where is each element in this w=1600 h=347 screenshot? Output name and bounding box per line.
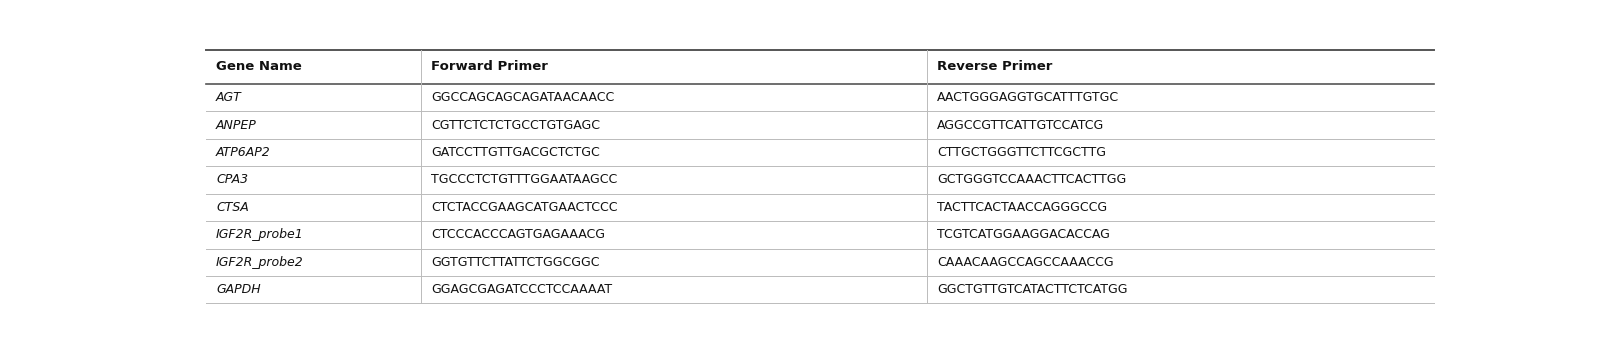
Text: AGGCCGTTCATTGTCCATCG: AGGCCGTTCATTGTCCATCG — [938, 119, 1104, 132]
Text: AACTGGGAGGTGCATTTGTGC: AACTGGGAGGTGCATTTGTGC — [938, 91, 1120, 104]
Text: IGF2R_probe2: IGF2R_probe2 — [216, 256, 304, 269]
Text: GGAGCGAGATCCCTCCAAAAT: GGAGCGAGATCCCTCCAAAAT — [430, 283, 613, 296]
Text: TGCCCTCTGTTTGGAATAAGCC: TGCCCTCTGTTTGGAATAAGCC — [430, 174, 618, 186]
Text: TCGTCATGGAAGGACACCAG: TCGTCATGGAAGGACACCAG — [938, 228, 1110, 242]
Text: CGTTCTCTCTGCCTGTGAGC: CGTTCTCTCTGCCTGTGAGC — [430, 119, 600, 132]
Text: CTSA: CTSA — [216, 201, 250, 214]
Text: ANPEP: ANPEP — [216, 119, 258, 132]
Text: GGCCAGCAGCAGATAACAACC: GGCCAGCAGCAGATAACAACC — [430, 91, 614, 104]
Text: Forward Primer: Forward Primer — [430, 60, 547, 73]
Text: Reverse Primer: Reverse Primer — [938, 60, 1053, 73]
Text: GGTGTTCTTATTCTGGCGGC: GGTGTTCTTATTCTGGCGGC — [430, 256, 600, 269]
Text: GGCTGTTGTCATACTTCTCATGG: GGCTGTTGTCATACTTCTCATGG — [938, 283, 1128, 296]
Text: CTCTACCGAAGCATGAACTCCC: CTCTACCGAAGCATGAACTCCC — [430, 201, 618, 214]
Text: IGF2R_probe1: IGF2R_probe1 — [216, 228, 304, 242]
Text: CPA3: CPA3 — [216, 174, 248, 186]
Text: TACTTCACTAACCAGGGCCG: TACTTCACTAACCAGGGCCG — [938, 201, 1107, 214]
Text: AGT: AGT — [216, 91, 242, 104]
Text: CTCCCACCCAGTGAGAAACG: CTCCCACCCAGTGAGAAACG — [430, 228, 605, 242]
Text: ATP6AP2: ATP6AP2 — [216, 146, 270, 159]
Text: GCTGGGTCCAAACTTCACTTGG: GCTGGGTCCAAACTTCACTTGG — [938, 174, 1126, 186]
Text: GAPDH: GAPDH — [216, 283, 261, 296]
Text: CAAACAAGCCAGCCAAACCG: CAAACAAGCCAGCCAAACCG — [938, 256, 1114, 269]
Text: Gene Name: Gene Name — [216, 60, 302, 73]
Text: CTTGCTGGGTTCTTCGCTTG: CTTGCTGGGTTCTTCGCTTG — [938, 146, 1106, 159]
Text: GATCCTTGTTGACGCTCTGC: GATCCTTGTTGACGCTCTGC — [430, 146, 600, 159]
